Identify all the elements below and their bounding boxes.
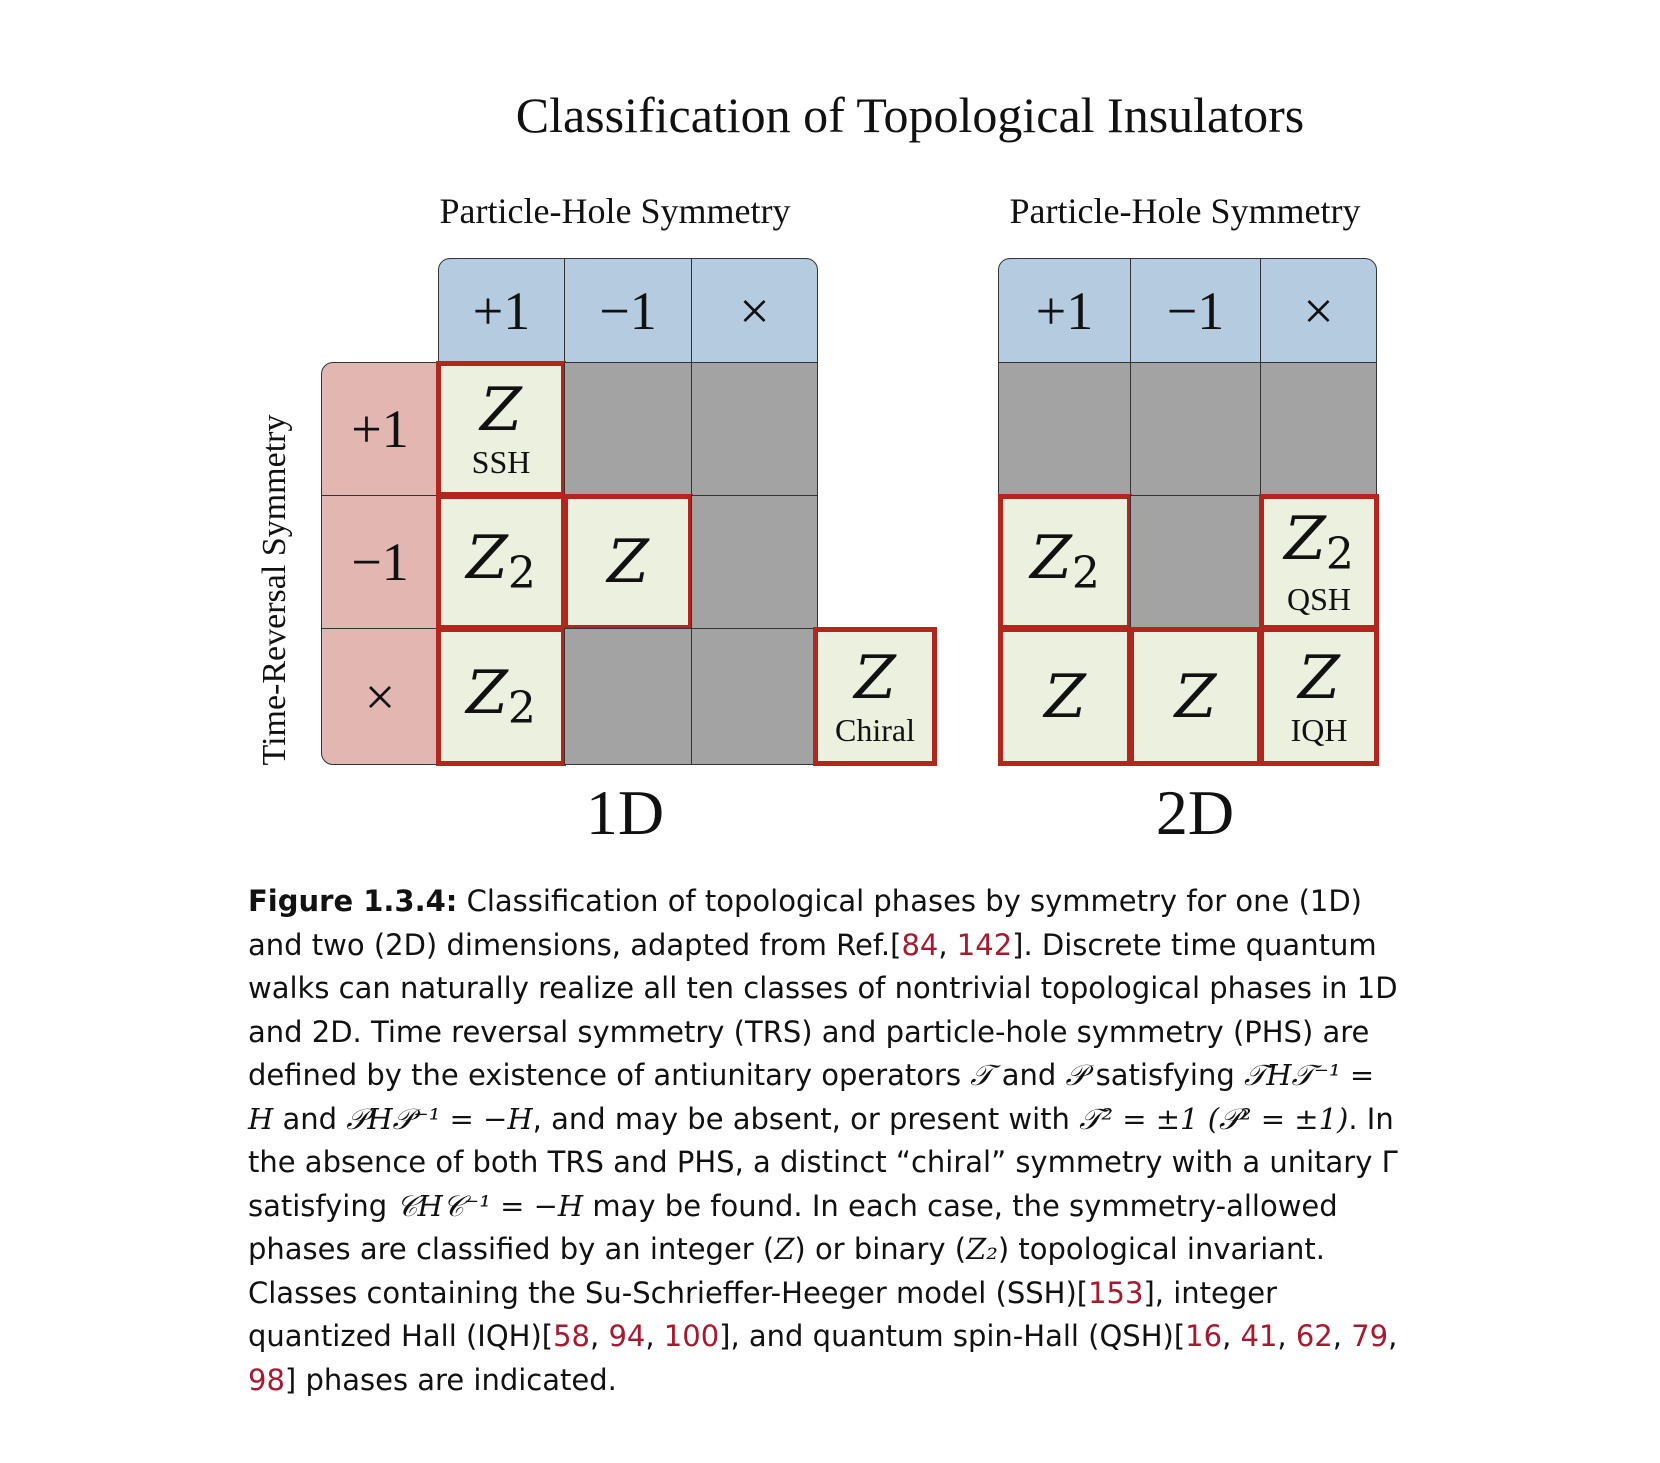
- trivial-cell: [1260, 362, 1377, 496]
- class-1d-ssh: Z SSH: [436, 361, 566, 497]
- integer-invariant: Z: [1044, 661, 1086, 732]
- integer-invariant: Z: [854, 642, 896, 713]
- citation-link[interactable]: 62: [1295, 1319, 1333, 1353]
- binary-invariant: Z2: [1284, 504, 1354, 580]
- citation-link[interactable]: 100: [663, 1319, 720, 1353]
- col-header-plus1: +1: [438, 258, 565, 363]
- citation-link[interactable]: 94: [608, 1319, 646, 1353]
- dim-label-2d: 2D: [1155, 777, 1235, 848]
- citation-link[interactable]: 58: [553, 1319, 591, 1353]
- integer-invariant: Z: [1298, 642, 1340, 713]
- citation-link[interactable]: 84: [901, 927, 939, 962]
- trivial-cell: [691, 495, 818, 629]
- class-1d-z: Z: [563, 494, 693, 630]
- trivial-cell: [564, 628, 692, 765]
- trivial-cell: [998, 362, 1131, 496]
- col-header-absent: ×: [1260, 258, 1377, 363]
- caption-label: Figure 1.3.4:: [248, 884, 458, 918]
- col-header-minus1: −1: [564, 258, 692, 363]
- class-2d-z2: Z2: [998, 494, 1132, 630]
- class-2d-iqh: Z IQH: [1259, 627, 1379, 766]
- citation-link[interactable]: 16: [1185, 1319, 1223, 1353]
- ssh-label: SSH: [471, 444, 531, 480]
- class-2d-qsh: Z2 QSH: [1259, 494, 1379, 630]
- citation-link[interactable]: 153: [1088, 1275, 1144, 1310]
- trivial-cell: [1130, 362, 1261, 496]
- binary-invariant: Z2: [466, 523, 536, 599]
- phs-label-2d: Particle-Hole Symmetry: [1009, 191, 1361, 231]
- col-header-plus1: +1: [998, 258, 1131, 363]
- row-header-minus1: −1: [321, 495, 439, 629]
- col-header-absent: ×: [691, 258, 818, 363]
- trivial-cell: [1130, 495, 1261, 629]
- row-header-plus1: +1: [321, 362, 439, 496]
- figure-caption: Figure 1.3.4: Classification of topologi…: [248, 884, 1398, 1397]
- integer-invariant: Z: [480, 375, 522, 445]
- class-2d-z: Z: [1129, 627, 1262, 766]
- class-2d-z: Z: [998, 627, 1132, 766]
- citation-link[interactable]: 41: [1240, 1319, 1278, 1353]
- trivial-cell: [691, 628, 818, 765]
- class-1d-z2: Z2: [436, 627, 566, 766]
- binary-invariant: Z2: [466, 657, 536, 734]
- integer-invariant: Z: [1174, 661, 1217, 732]
- iqh-label: IQH: [1290, 711, 1348, 748]
- class-1d-chiral: Z Chiral: [813, 627, 937, 766]
- citation-link[interactable]: 79: [1351, 1319, 1389, 1353]
- integer-invariant: Z: [607, 527, 649, 597]
- trivial-cell: [564, 362, 692, 496]
- phs-label-1d: Particle-Hole Symmetry: [439, 191, 791, 231]
- dim-label-1d: 1D: [585, 777, 665, 848]
- row-header-absent: ×: [321, 628, 439, 765]
- binary-invariant: Z2: [1030, 523, 1100, 599]
- citation-link[interactable]: 142: [956, 927, 1013, 962]
- class-1d-z2: Z2: [436, 494, 566, 630]
- figure-title: Classification of Topological Insulators: [515, 87, 1305, 143]
- col-header-minus1: −1: [1130, 258, 1261, 363]
- trivial-cell: [691, 362, 818, 496]
- qsh-label: QSH: [1286, 581, 1351, 617]
- citation-link[interactable]: 98: [248, 1362, 285, 1397]
- chiral-label: Chiral: [835, 711, 915, 748]
